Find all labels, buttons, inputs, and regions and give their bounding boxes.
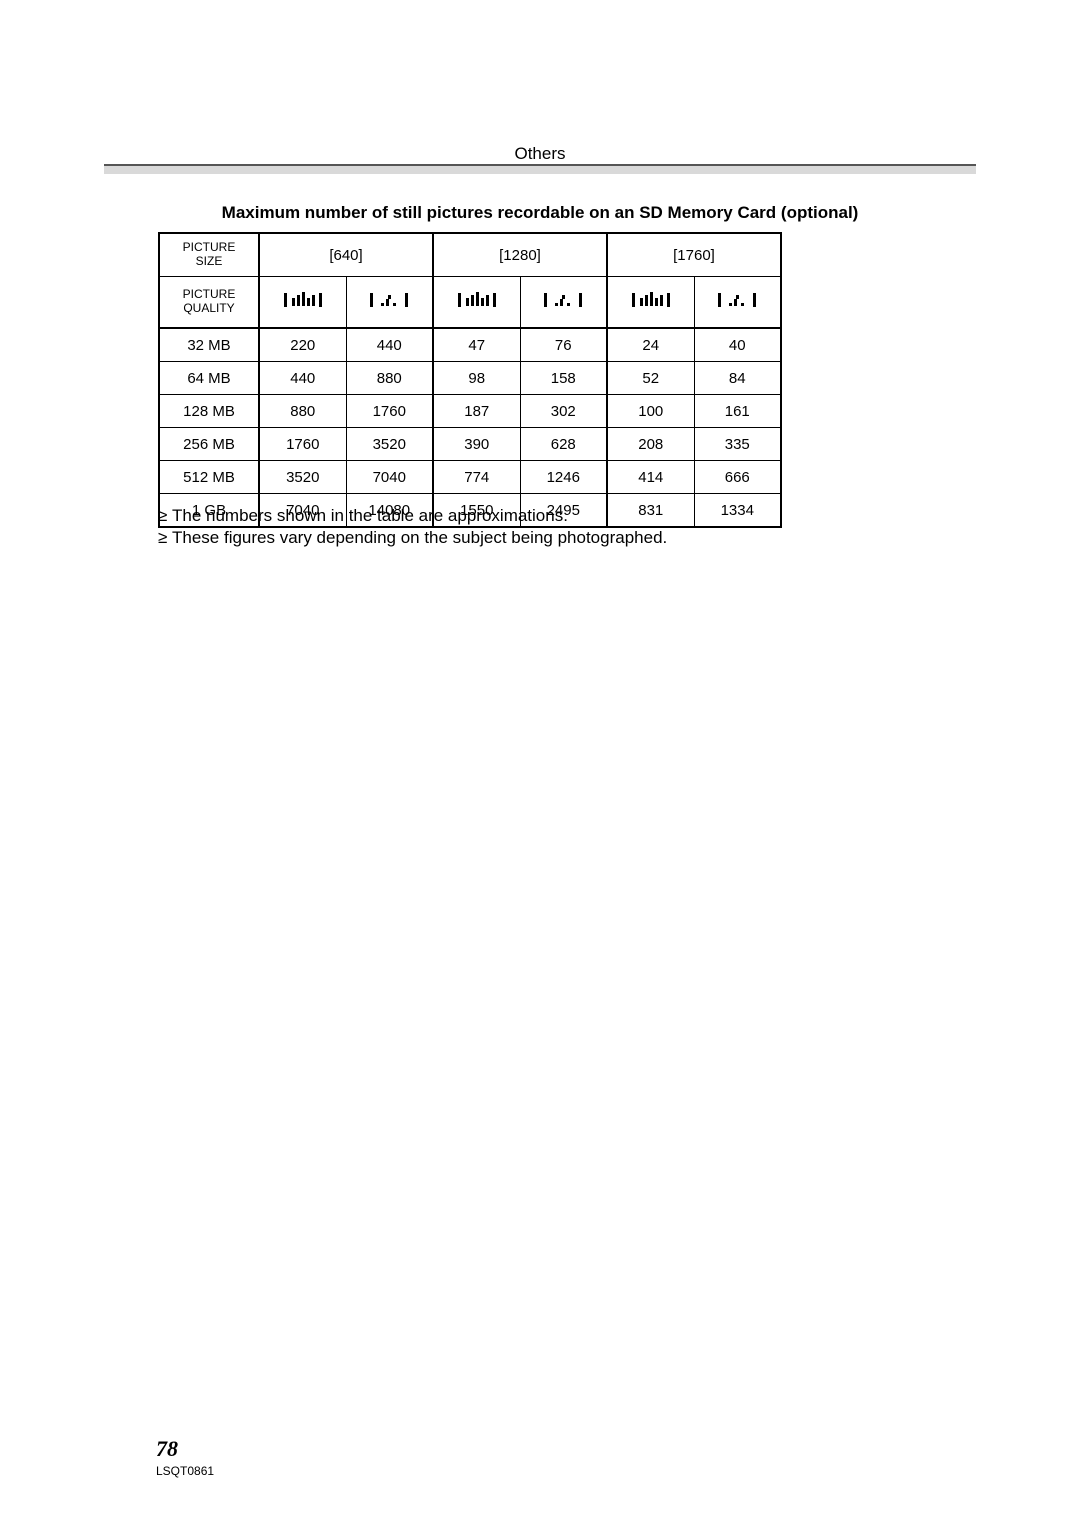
section-header: Others [0,144,1080,164]
cell: 161 [694,395,781,428]
cell: 40 [694,328,781,362]
picture-size-header: PICTURE SIZE [159,233,259,277]
bullet-icon: ≥ [158,505,172,527]
quality-fine-icon [607,277,694,329]
document-code: LSQT0861 [156,1464,214,1478]
cell: 390 [433,428,520,461]
picture-quality-label: PICTURE QUALITY [183,287,236,315]
cell: 98 [433,362,520,395]
mem-label: 64 MB [159,362,259,395]
cell: 84 [694,362,781,395]
cell: 3520 [259,461,346,494]
table-row: 128 MB 880 1760 187 302 100 161 [159,395,781,428]
mem-label: 256 MB [159,428,259,461]
quality-normal-icon [694,277,781,329]
size-col-1760: [1760] [607,233,781,277]
notes: ≥The numbers shown in the table are appr… [158,505,667,549]
cell: 187 [433,395,520,428]
cell: 100 [607,395,694,428]
capacity-table: PICTURE SIZE [640] [1280] [1760] PICTURE… [158,232,780,528]
mem-label: 128 MB [159,395,259,428]
cell: 1760 [346,395,433,428]
mem-label: 512 MB [159,461,259,494]
quality-normal-icon [520,277,607,329]
cell: 7040 [346,461,433,494]
header-divider [104,164,976,174]
cell: 1334 [694,494,781,528]
cell: 880 [259,395,346,428]
cell: 3520 [346,428,433,461]
size-col-640: [640] [259,233,433,277]
cell: 880 [346,362,433,395]
table-row: 512 MB 3520 7040 774 1246 414 666 [159,461,781,494]
picture-size-label: PICTURE SIZE [183,240,236,268]
cell: 208 [607,428,694,461]
table-row: 64 MB 440 880 98 158 52 84 [159,362,781,395]
page-title: Maximum number of still pictures recorda… [0,203,1080,223]
cell: 24 [607,328,694,362]
bullet-icon: ≥ [158,527,172,549]
cell: 47 [433,328,520,362]
table-row: 32 MB 220 440 47 76 24 40 [159,328,781,362]
cell: 774 [433,461,520,494]
cell: 628 [520,428,607,461]
page-number: 78 [156,1436,178,1462]
cell: 1246 [520,461,607,494]
cell: 220 [259,328,346,362]
mem-label: 32 MB [159,328,259,362]
cell: 52 [607,362,694,395]
cell: 335 [694,428,781,461]
quality-normal-icon [346,277,433,329]
quality-fine-icon [433,277,520,329]
cell: 414 [607,461,694,494]
quality-fine-icon [259,277,346,329]
cell: 440 [259,362,346,395]
cell: 302 [520,395,607,428]
cell: 1760 [259,428,346,461]
picture-quality-header: PICTURE QUALITY [159,277,259,329]
note-text: These figures vary depending on the subj… [172,528,667,547]
cell: 158 [520,362,607,395]
cell: 440 [346,328,433,362]
table-row: 256 MB 1760 3520 390 628 208 335 [159,428,781,461]
note-text: The numbers shown in the table are appro… [172,506,568,525]
size-col-1280: [1280] [433,233,607,277]
cell: 76 [520,328,607,362]
note-item: ≥These figures vary depending on the sub… [158,527,667,549]
note-item: ≥The numbers shown in the table are appr… [158,505,667,527]
cell: 666 [694,461,781,494]
